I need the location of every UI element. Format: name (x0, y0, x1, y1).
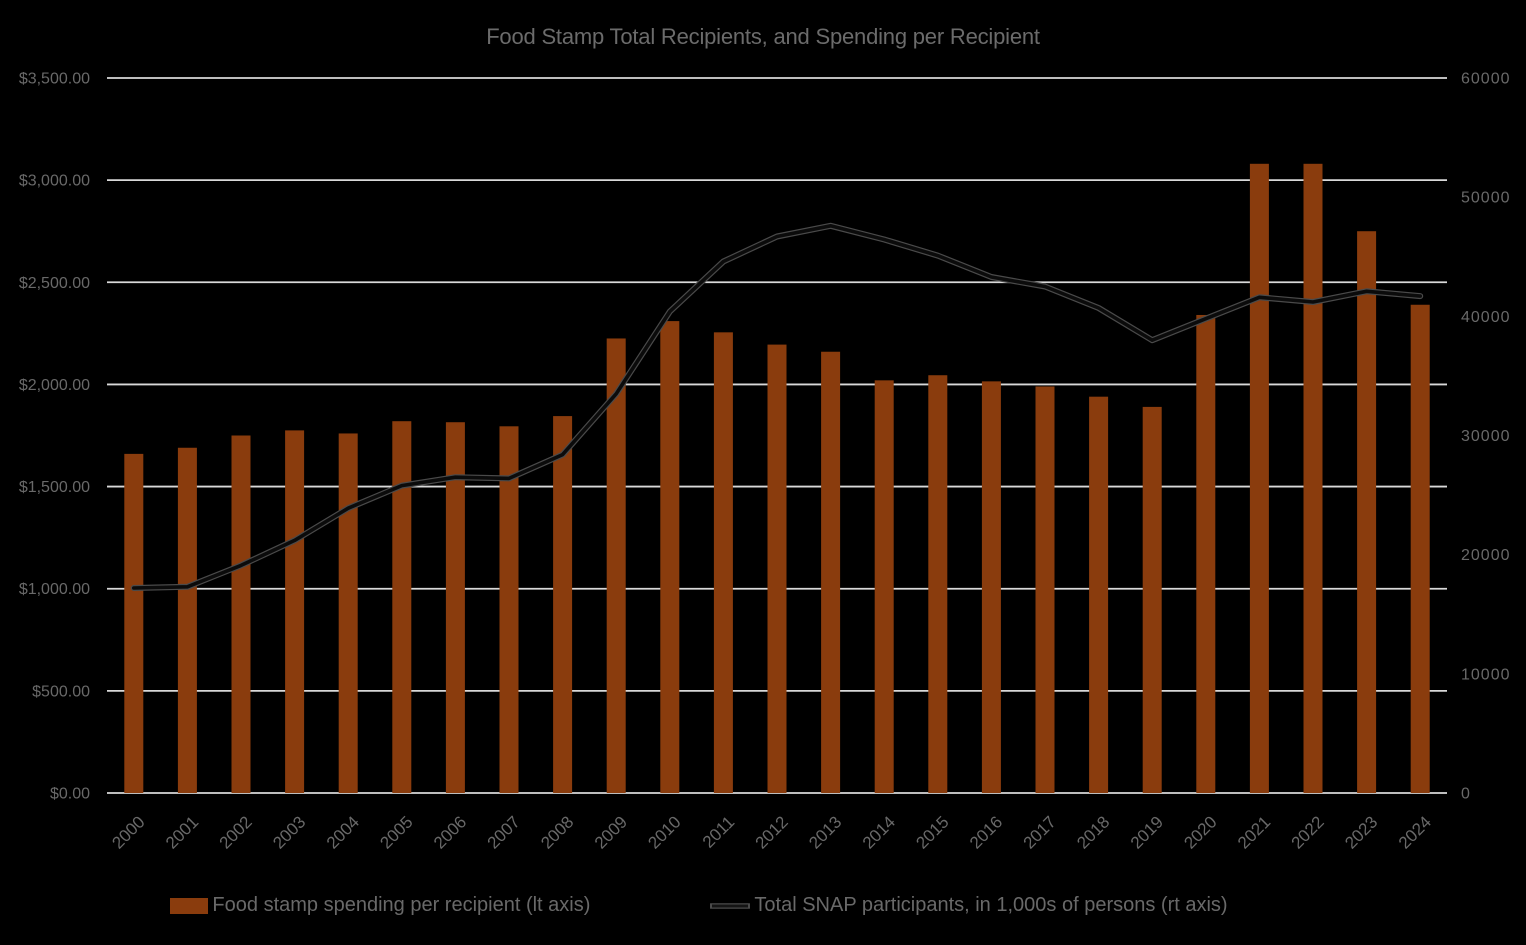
bar-2002 (231, 435, 251, 793)
x-axis-tick-label: 2015 (912, 812, 952, 852)
bar-2015 (928, 375, 948, 793)
bar-2009 (606, 338, 626, 793)
bar-series-swatch-icon (170, 897, 209, 914)
right-axis-tick-label: 50000 (1461, 190, 1511, 207)
bar-2021 (1249, 163, 1269, 794)
bar-2018 (1089, 396, 1109, 793)
line-series-swatch-icon (710, 902, 751, 909)
left-axis-tick-label: $2,500.00 (19, 275, 90, 292)
x-axis-tick-label: 2010 (644, 812, 684, 852)
bar-2001 (177, 447, 197, 793)
x-axis-tick-label: 2011 (699, 812, 738, 851)
right-axis-tick-label: 60000 (1461, 71, 1511, 88)
right-axis-tick-label: 20000 (1461, 547, 1511, 564)
chart-title: Food Stamp Total Recipients, and Spendin… (486, 24, 1040, 49)
x-axis-tick-label: 2005 (376, 812, 416, 852)
x-axis-tick-label: 2016 (966, 812, 1006, 852)
right-axis-tick-label: 0 (1461, 786, 1471, 803)
bar-2020 (1196, 314, 1216, 793)
bar-2013 (821, 351, 841, 793)
right-axis-tick-label: 30000 (1461, 428, 1511, 445)
left-axis-tick-label: $0.00 (50, 786, 90, 803)
bar-2011 (713, 332, 733, 793)
x-axis-tick-label: 2008 (537, 812, 577, 852)
x-axis-tick-label: 2018 (1073, 812, 1113, 852)
x-axis-tick-label: 2017 (1020, 812, 1060, 852)
bar-2024 (1410, 304, 1430, 793)
x-axis-tick-label: 2004 (323, 812, 363, 852)
bar-2005 (392, 421, 412, 793)
bar-2006 (445, 422, 465, 793)
bar-2000 (124, 453, 144, 793)
legend-label-participants: Total SNAP participants, in 1,000s of pe… (754, 894, 1228, 916)
legend-item-spending: Food stamp spending per recipient (lt ax… (170, 894, 590, 917)
right-axis-tick-label: 10000 (1461, 666, 1511, 683)
bar-2023 (1357, 231, 1377, 793)
x-axis-tick-label: 2021 (1234, 812, 1274, 852)
x-axis-tick-label: 2013 (805, 812, 845, 852)
x-axis-tick-label: 2009 (591, 812, 631, 852)
chart-legend: Food stamp spending per recipient (lt ax… (0, 894, 1462, 917)
x-axis-tick-label: 2023 (1341, 812, 1381, 852)
bar-2016 (981, 381, 1001, 793)
bar-2004 (338, 433, 358, 793)
x-axis-tick-label: 2020 (1180, 812, 1220, 852)
bar-2019 (1142, 406, 1162, 793)
x-axis-tick-label: 2012 (752, 812, 792, 852)
x-axis-tick-label: 2022 (1288, 812, 1328, 852)
x-axis-tick-label: 2000 (108, 812, 148, 852)
x-axis-tick-label: 2014 (859, 812, 899, 852)
left-axis-tick-label: $3,500.00 (19, 71, 90, 88)
left-axis-tick-label: $3,000.00 (19, 173, 90, 190)
x-axis-tick-label: 2019 (1127, 812, 1167, 852)
bar-2017 (1035, 386, 1055, 793)
left-axis-tick-label: $500.00 (32, 683, 90, 700)
bar-2008 (553, 416, 573, 793)
left-axis-tick-label: $1,000.00 (19, 581, 90, 598)
bar-2022 (1303, 163, 1323, 794)
legend-label-spending: Food stamp spending per recipient (lt ax… (212, 894, 591, 916)
x-axis-tick-label: 2024 (1395, 812, 1435, 852)
bar-2014 (874, 380, 894, 793)
x-axis-tick-label: 2002 (216, 812, 256, 852)
x-axis-tick-label: 2001 (162, 812, 202, 852)
left-axis-tick-label: $1,500.00 (19, 479, 90, 496)
legend-item-participants: Total SNAP participants, in 1,000s of pe… (710, 894, 1228, 917)
x-axis-tick-label: 2006 (430, 812, 470, 852)
bar-2007 (499, 426, 519, 793)
bar-2010 (660, 321, 680, 793)
bar-2003 (285, 430, 305, 793)
x-axis-tick-label: 2003 (269, 812, 309, 852)
bar-2012 (767, 344, 787, 793)
left-axis-tick-label: $2,000.00 (19, 377, 90, 394)
right-axis-tick-label: 40000 (1461, 309, 1511, 326)
x-axis-tick-label: 2007 (484, 812, 524, 852)
snap-participants-line (132, 224, 1422, 590)
